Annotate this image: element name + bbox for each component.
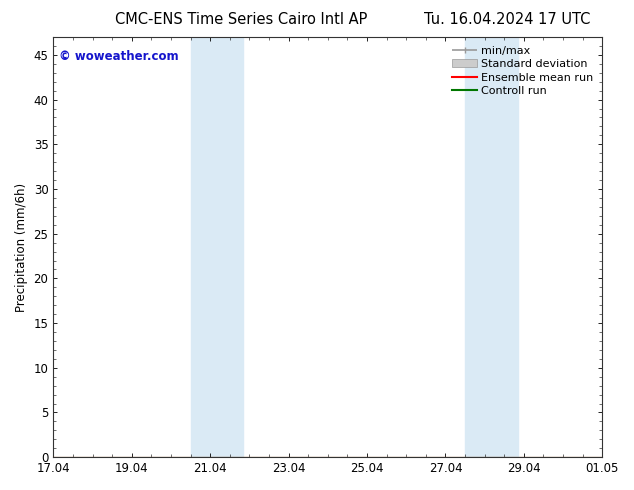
Text: © woweather.com: © woweather.com [59,49,178,63]
Text: CMC-ENS Time Series Cairo Intl AP: CMC-ENS Time Series Cairo Intl AP [115,12,367,27]
Legend: min/max, Standard deviation, Ensemble mean run, Controll run: min/max, Standard deviation, Ensemble me… [449,43,597,99]
Text: Tu. 16.04.2024 17 UTC: Tu. 16.04.2024 17 UTC [424,12,590,27]
Bar [491,37,518,457]
Bar [216,37,243,457]
Y-axis label: Precipitation (mm/6h): Precipitation (mm/6h) [15,183,28,312]
Bar [191,37,216,457]
Bar [465,37,491,457]
